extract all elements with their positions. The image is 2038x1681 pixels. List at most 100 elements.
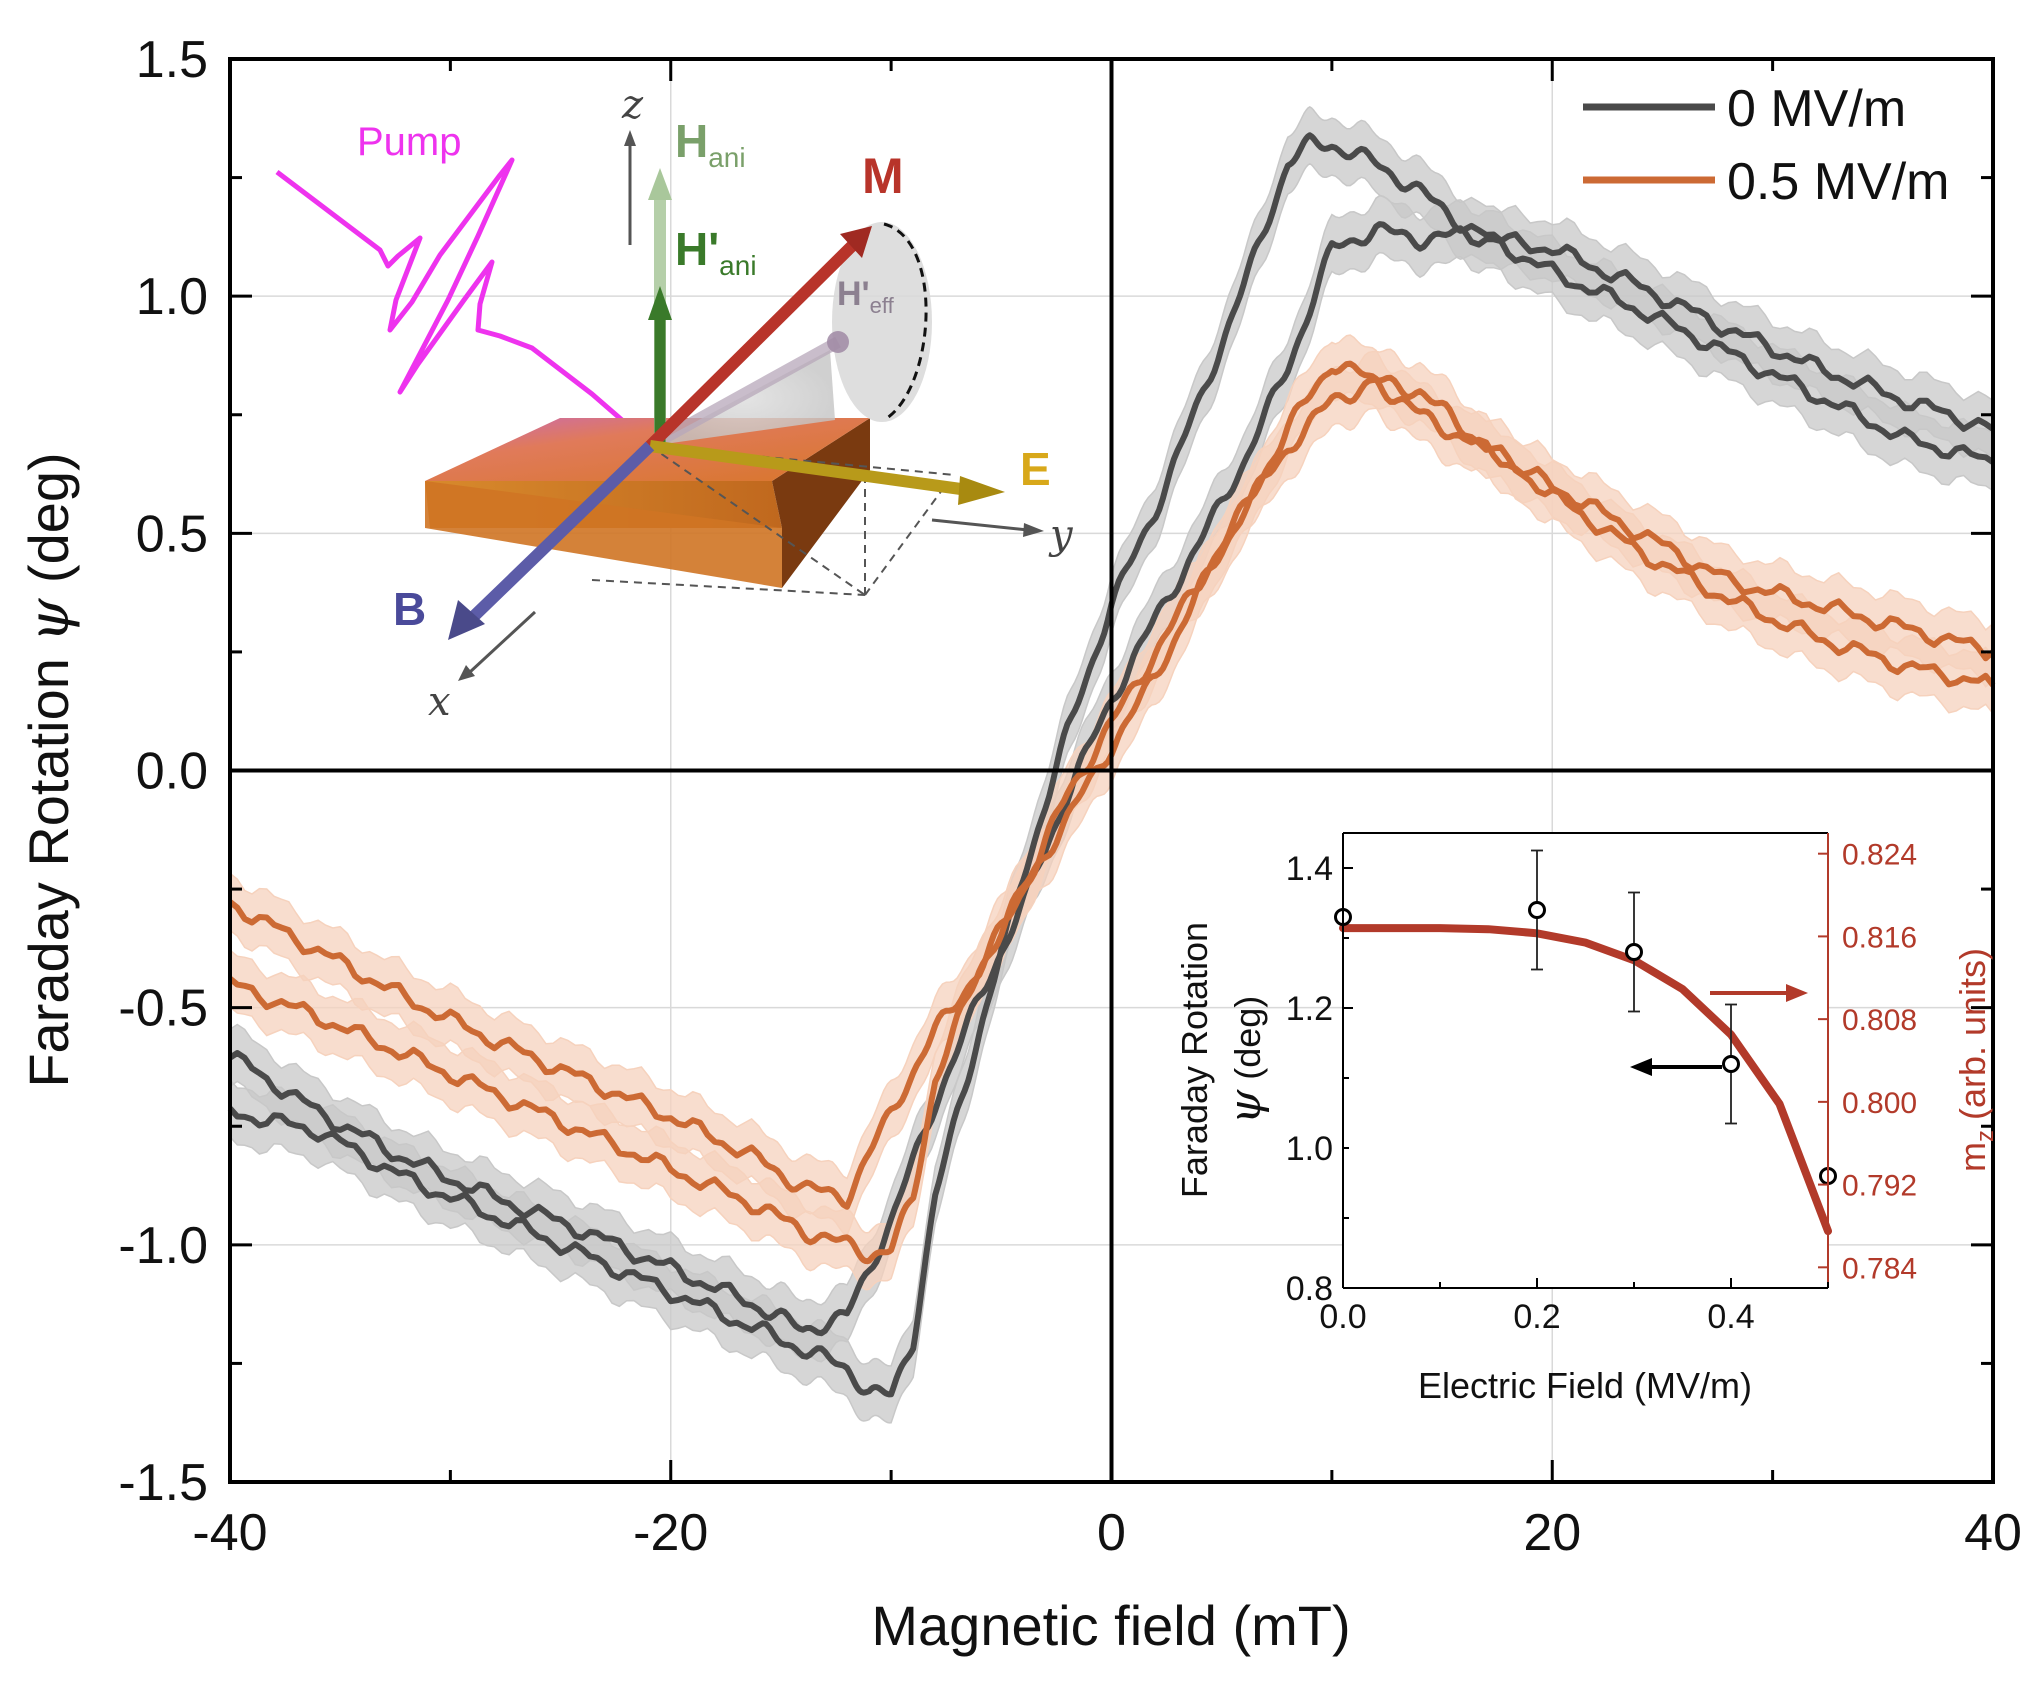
inset-y-axis-label-suffix: (deg) (1227, 996, 1268, 1090)
h-eff-arrow (647, 336, 841, 452)
y-tick-label: 0.5 (136, 505, 208, 563)
z-axis-arrowhead (624, 130, 636, 146)
precession-path (883, 222, 928, 422)
h-ani-prime-arrowhead (648, 286, 672, 320)
h-eff-arrowhead (827, 331, 849, 353)
pump-pulse (275, 157, 654, 448)
inset-y2-axis-label-suffix: (arb. units) (1952, 948, 1993, 1130)
e-label: E (1020, 443, 1051, 495)
h-ani-label-sub: ani (708, 142, 745, 173)
inset-y2-axis-label-prefix: m (1952, 1142, 1993, 1172)
projection-lines (591, 445, 956, 596)
x-axis-arrowhead (458, 665, 475, 681)
x-tick-label: 40 (1964, 1504, 2022, 1562)
main-plot: -40 -20 0 20 40 -1.5 -1.0 -0.5 0.0 0.5 1.0 1.5 Mag… (17, 31, 2022, 1657)
legend-label-1: 0.5 MV/m (1727, 153, 1950, 211)
inset-plot: 0.0 0.2 0.4 0.81.01.21.4 0.7840.7920.8000.… (1174, 832, 1999, 1406)
main-y-tick-labels: -1.5 -1.0 -0.5 0.0 0.5 1.0 1.5 (118, 31, 208, 1512)
h-ani-prime-label-sub: ani (719, 250, 756, 281)
inset-y2-tick-label: 0.792 (1842, 1170, 1917, 1203)
y-axis-arrowhead (1023, 523, 1044, 537)
inset-curve-group (1339, 924, 1832, 1236)
y-tick-label: 0.0 (136, 743, 208, 801)
main-x-tick-labels: -40 -20 0 20 40 (192, 1504, 2022, 1562)
x-tick-label: -40 (192, 1504, 267, 1562)
inset-y-tick-label: 1.4 (1286, 850, 1333, 888)
precession-ellipse (832, 222, 932, 422)
schematic-inset: Pump H'eff Hani (275, 82, 1074, 725)
inset-y2-tick-label: 0.784 (1842, 1252, 1917, 1285)
z-axis-label: z (621, 82, 644, 128)
mz-curve (1339, 924, 1832, 1236)
inset-y2-tick-label: 0.824 (1842, 839, 1917, 872)
pump-label: Pump (357, 120, 462, 164)
h-eff-label-main: H' (837, 275, 870, 313)
x-tick-label: -20 (633, 1504, 708, 1562)
b-label: B (393, 583, 426, 635)
x-axis-line (468, 610, 537, 674)
inset-y2-tick-label: 0.800 (1842, 1087, 1917, 1120)
y-tick-label: 1.5 (136, 31, 208, 89)
y-axis-label-suffix: (deg) (17, 452, 80, 598)
inset-y-tick-label: 1.2 (1286, 990, 1333, 1028)
x-tick-label: 20 (1523, 1504, 1581, 1562)
series-line (228, 374, 1996, 1265)
h-ani-prime-label: H'ani (675, 223, 757, 281)
x-tick-label: 0 (1097, 1504, 1126, 1562)
data-point (1625, 943, 1643, 961)
y-tick-label: -1.0 (118, 1217, 208, 1275)
inset-arrow-left-head (1630, 1058, 1652, 1076)
m-label: M (862, 148, 904, 204)
data-point (1528, 901, 1546, 919)
m-arrowhead (840, 226, 872, 258)
inset-y2-axis-label: mz (arb. units) (1952, 948, 1999, 1172)
inset-y2-axis-label-sub: z (1972, 1130, 1999, 1142)
h-ani-prime-label-main: H' (675, 223, 719, 275)
data-point (1722, 1055, 1740, 1073)
main-ticks (228, 57, 1995, 1484)
inset-x-tick-label: 0.2 (1513, 1298, 1560, 1336)
inset-y-tick-labels: 0.8 1.0 1.2 1.4 (1286, 850, 1333, 1308)
x-axis-schematic-label: x (428, 679, 451, 725)
inset-arrow-right-head (1786, 984, 1808, 1002)
inset-x-axis-label: Electric Field (MV/m) (1418, 1365, 1752, 1406)
h-ani-label: Hani (675, 115, 746, 173)
y-axis-label-symbol: ψ (17, 598, 82, 643)
e-arrow (649, 440, 969, 496)
m-arrow (645, 233, 865, 451)
legend: 0 MV/m 0.5 MV/m (1583, 80, 1950, 211)
inset-ticks (1342, 852, 1829, 1289)
b-arrow (465, 441, 655, 625)
h-eff-label-sub: eff (870, 293, 895, 318)
legend-label-0: 0 MV/m (1727, 80, 1906, 138)
inset-y-axis-label-line1: Faraday Rotation (1174, 922, 1215, 1198)
inset-x-tick-label: 0.0 (1319, 1298, 1366, 1336)
inset-x-tick-label: 0.4 (1707, 1298, 1754, 1336)
inset-y2-tick-label: 0.808 (1842, 1004, 1917, 1037)
h-ani-label-main: H (675, 115, 708, 167)
y-tick-label: -0.5 (118, 980, 208, 1038)
h-ani-arrowhead (648, 168, 672, 200)
y-tick-label: -1.5 (118, 1454, 208, 1512)
inset-y-axis-label-line2: ψ (deg) (1220, 996, 1271, 1125)
y-axis-label: Faraday Rotation ψ (deg) (17, 452, 82, 1087)
series-line (227, 132, 1995, 1398)
inset-y-tick-label: 1.0 (1286, 1130, 1333, 1168)
inset-x-tick-labels: 0.0 0.2 0.4 (1319, 1298, 1754, 1336)
inset-background (1343, 833, 1828, 1288)
y-axis-schematic-label: y (1048, 512, 1074, 558)
slab-right-face (772, 418, 870, 588)
x-axis-label: Magnetic field (mT) (871, 1594, 1350, 1657)
inset-y-tick-label: 0.8 (1286, 1270, 1333, 1308)
h-eff-label: H'eff (837, 275, 895, 318)
b-arrowhead (448, 600, 485, 640)
e-arrowhead (958, 476, 1005, 505)
slab-front-lower (425, 481, 782, 588)
inset-y-axis-label-symbol: ψ (1220, 1089, 1271, 1124)
inset-y2-tick-labels: 0.784 0.792 0.800 0.808 0.816 0.824 (1842, 839, 1917, 1286)
main-zero-lines (230, 59, 1993, 1482)
y-tick-label: 1.0 (136, 268, 208, 326)
y-axis-label-prefix: Faraday Rotation (17, 643, 80, 1088)
inset-y2-tick-label: 0.816 (1842, 921, 1917, 954)
